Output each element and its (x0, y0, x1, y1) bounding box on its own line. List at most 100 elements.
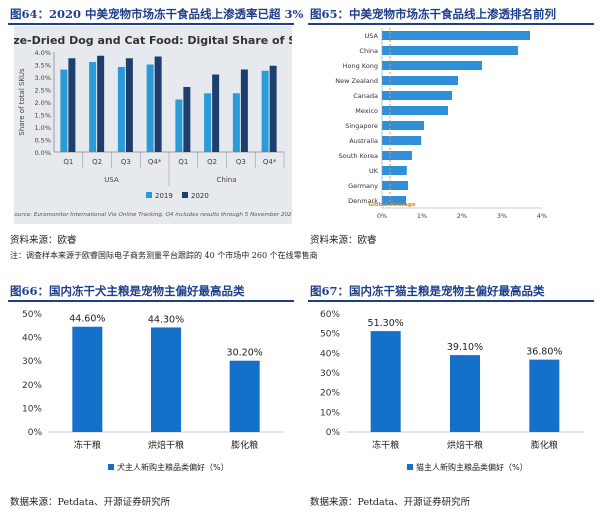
fig64-group-label-China: China (217, 176, 237, 184)
fig67-bar-1 (450, 355, 480, 432)
fig65-bar-5 (382, 106, 448, 115)
fig65-category-label: Mexico (355, 107, 378, 115)
fig66-data-label: 44.30% (148, 314, 184, 325)
fig66-bar-2 (229, 360, 260, 432)
fig64-ytick-label: 2.0% (34, 99, 51, 107)
fig65-category-label: USA (365, 32, 379, 40)
fig64-ytick-label: 0.5% (34, 137, 51, 145)
fig66-source: 数据来源：Petdata、开源证券研究所 (10, 497, 171, 508)
fig64-bar-2020-2 (125, 58, 133, 152)
fig64-group-label-USA: USA (104, 176, 119, 184)
fig64-y-label: Share of total SKUs (18, 68, 26, 136)
fig66-chart: 0% 10% 20% 30% 40% 50% 44.60% 冻干粮 44.30% 烘焙干粮 30.2… (22, 310, 284, 472)
fig64-bar-2019-3 (146, 64, 154, 152)
fig64-note: 注：调查样本来源于欧睿国际电子商务测量平台跟踪的 40 个市场中 260 个在线… (10, 251, 318, 260)
fig67-data-label: 51.30% (368, 318, 404, 329)
fig67-title-rule (308, 300, 594, 302)
fig67-legend-swatch (407, 464, 413, 470)
fig64-ytick-label: 1.0% (34, 124, 51, 132)
fig64-title-rule (8, 23, 294, 25)
fig64-ytick-label: 2.5% (34, 87, 51, 95)
fig66-ytick-label: 20% (22, 381, 42, 391)
fig64-title: 图64：2020 中美宠物市场冻干食品线上渗透率已超 3% (10, 7, 304, 21)
fig65-category-label: New Zealand (335, 77, 378, 85)
fig64-xtick-label: Q1 (63, 158, 73, 166)
fig67-source: 数据来源：Petdata、开源证券研究所 (310, 497, 471, 508)
fig65-xtick-label: 3% (497, 212, 507, 220)
fig64-ytick-label: 3.5% (34, 62, 51, 70)
fig67-xtick-label: 冻干粮 (372, 439, 399, 451)
fig67-data-label: 39.10% (447, 342, 483, 353)
fig64-xtick-label: Q4* (263, 158, 277, 166)
fig64-bar-2020-1 (97, 55, 105, 152)
fig65-chart: USA China Hong Kong New Zealand Canada Mexico… (335, 28, 547, 220)
fig64-ytick-label: 4.0% (34, 49, 51, 57)
fig65-category-label: Germany (348, 182, 378, 190)
fig65-category-label: UK (369, 167, 379, 175)
fig65-bar-4 (382, 91, 452, 100)
fig64-bar-2019-6 (232, 93, 240, 152)
fig64-xtick-label: Q4* (148, 158, 162, 166)
fig65-category-label: China (359, 47, 378, 55)
fig67-bar-0 (370, 331, 401, 432)
fig64-bar-2019-5 (204, 93, 212, 152)
fig65-bar-6 (382, 121, 424, 130)
fig64-bar-2019-0 (60, 69, 68, 152)
fig65-category-label: Australia (349, 137, 378, 145)
fig65-bar-7 (382, 136, 422, 145)
fig64-xtick-label: Q1 (178, 158, 188, 166)
fig67-legend-label: 猫主人新购主粮品类偏好（%） (416, 462, 528, 472)
fig66-xtick-label: 冻干粮 (74, 439, 101, 451)
fig65-title-rule (308, 23, 594, 25)
fig64-bar-2020-4 (183, 87, 191, 152)
fig66-ytick-label: 50% (22, 310, 42, 320)
fig64-legend-label-2019: 2019 (155, 192, 173, 200)
fig67-ytick-label: 60% (320, 310, 340, 320)
fig66-ytick-label: 0% (28, 428, 43, 438)
fig64-legend-label-2020: 2020 (191, 192, 209, 200)
fig65-bar-10 (382, 181, 408, 190)
fig66-title: 图66：国内冻干犬主粮是宠物主偏好最高品类 (10, 284, 245, 298)
fig65-category-label: Singapore (345, 122, 378, 130)
fig65-category-label: Denmark (348, 197, 378, 205)
fig66-ytick-label: 10% (22, 404, 42, 414)
fig65-bar-1 (382, 46, 518, 55)
fig65-source: 资料来源：欧睿 (310, 235, 377, 246)
fig64-ytick-label: 1.5% (34, 112, 51, 120)
fig65-xtick-label: 4% (537, 212, 547, 220)
fig66-xtick-label: 烘焙干粮 (148, 439, 184, 451)
fig66-bar-0 (72, 326, 103, 432)
fig65-category-label: Canada (353, 92, 378, 100)
fig64-bar-2019-1 (89, 62, 97, 152)
fig65-bar-11 (382, 196, 406, 205)
fig67-ytick-label: 0% (326, 428, 341, 438)
fig64-legend-swatch-2020 (182, 192, 188, 198)
fig64-bar-2020-3 (154, 56, 162, 152)
fig66-ytick-label: 40% (22, 334, 42, 344)
fig64-bar-2020-0 (68, 58, 76, 152)
fig64-bar-2019-7 (261, 70, 269, 152)
fig65-annotation: Global Average (368, 202, 415, 208)
fig65-xtick-label: 1% (417, 212, 427, 220)
fig65-category-label: South Korea (339, 152, 378, 160)
fig64-legend-swatch-2019 (146, 192, 152, 198)
fig64-source: 资料来源：欧睿 (10, 235, 77, 246)
fig67-ytick-label: 30% (320, 369, 340, 379)
fig64-bar-2020-7 (269, 65, 277, 152)
fig65-bar-9 (382, 166, 407, 175)
fig64-ytick-label: 0.0% (34, 149, 51, 157)
fig64-xtick-label: Q3 (236, 158, 246, 166)
fig67-ytick-label: 20% (320, 389, 340, 399)
fig65-category-label: Hong Kong (343, 62, 378, 70)
fig67-ytick-label: 10% (320, 408, 340, 418)
fig65-bar-0 (382, 31, 530, 40)
fig64-chart: Freeze-Dried Dog and Cat Food: Digital S… (14, 26, 292, 224)
fig66-title-rule (8, 300, 294, 302)
fig67-bar-2 (529, 359, 560, 432)
fig67-xtick-label: 烘焙干粮 (447, 439, 483, 451)
fig66-legend-swatch (108, 464, 114, 470)
fig67-title: 图67：国内冻干猫主粮是宠物主偏好最高品类 (310, 284, 545, 298)
fig67-ytick-label: 50% (320, 330, 340, 340)
fig64-footnote: Source: Euromonitor International Via On… (14, 212, 292, 218)
fig64-xtick-label: Q2 (207, 158, 217, 166)
